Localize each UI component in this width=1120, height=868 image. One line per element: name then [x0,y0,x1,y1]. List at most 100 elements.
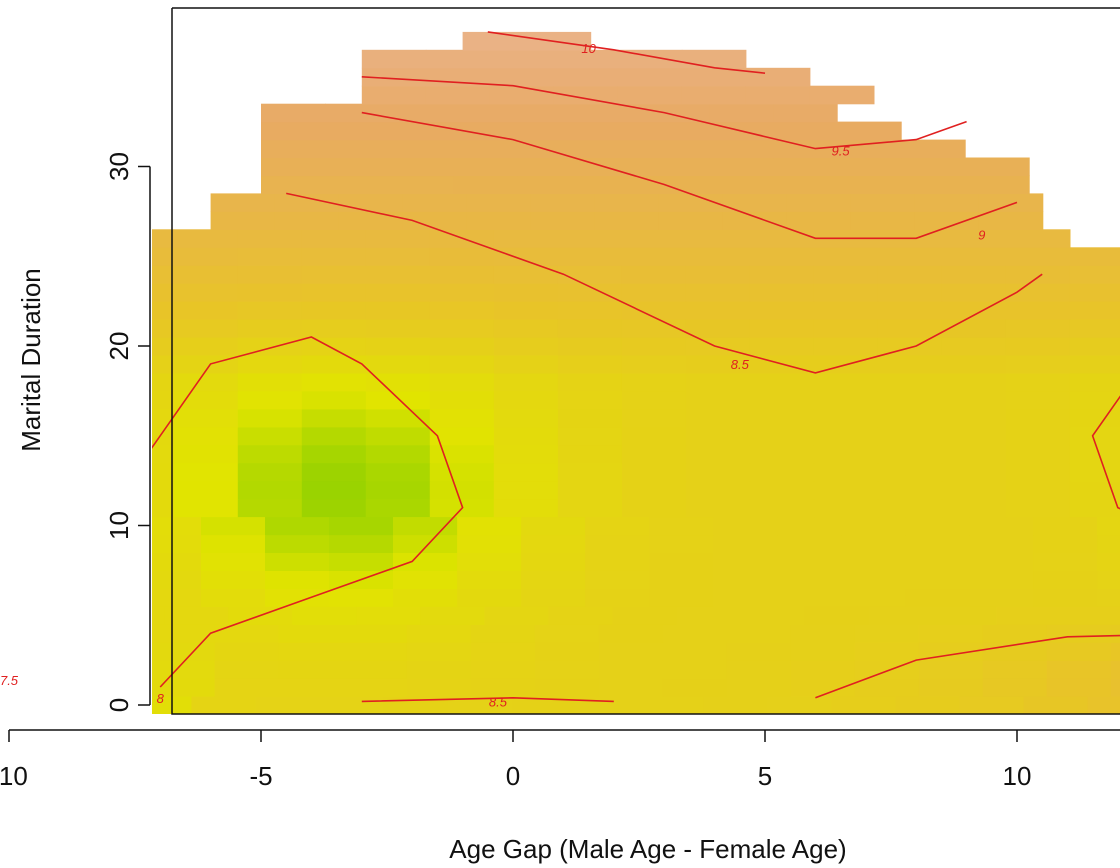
heatmap-cell [777,534,842,553]
heatmap-cell [517,121,582,141]
heatmap-cell [301,408,367,428]
heatmap-cell [901,175,966,194]
heatmap-cell [804,606,869,625]
heatmap-cell [901,139,966,159]
heatmap-cell [877,247,943,266]
heatmap-cell [709,157,774,177]
heatmap-cell [749,319,815,338]
heatmap-cell [265,588,330,607]
heatmap-cell [470,624,536,643]
heatmap-cell [662,678,728,697]
heatmap-cell [685,247,751,266]
heatmap-cell [301,498,367,518]
heatmap-cell [918,642,984,661]
heatmap-cell [941,319,1007,338]
heatmap-cell [534,624,600,643]
contour-label: 8 [157,691,165,706]
heatmap-cell [813,265,879,284]
heatmap-cell [877,355,943,374]
heatmap-cell [557,480,623,500]
heatmap-cell [996,606,1061,625]
heatmap-cell [420,606,485,625]
heatmap-cell [365,462,431,482]
contour-label: 9.5 [832,143,851,158]
x-axis: -10-505101520 [0,729,1120,791]
heatmap-cell [173,355,239,374]
heatmap-cell [1005,301,1071,320]
heatmap-cell [773,139,838,159]
heatmap-cell [749,462,815,482]
heatmap-cell [457,552,522,571]
heatmap-cell [581,175,646,194]
contour-label: 7.5 [0,673,19,688]
heatmap-cell [453,103,518,123]
heatmap-cell [429,355,495,374]
heatmap-cell [237,444,303,464]
heatmap-cell [152,588,202,607]
heatmap-cell [301,444,367,464]
heatmap-cell [786,193,852,212]
heatmap-cell [453,139,518,159]
heatmap-cell [1033,588,1098,607]
heatmap-cell [969,516,1034,536]
heatmap-cell [726,624,792,643]
heatmap-cell [662,660,728,679]
heatmap-cell [841,570,906,589]
heatmap-cell [173,408,239,428]
heatmap-cell [941,372,1007,392]
heatmap-cell [854,678,920,697]
heatmap-cell [301,355,367,374]
contour-label: 9 [978,228,985,243]
heatmap-cell [877,444,943,464]
heatmap-cell [214,678,280,697]
contour-lines [152,31,1120,703]
heatmap-cell [709,175,774,194]
heatmap-cell [612,606,677,625]
heatmap-cell [301,337,367,356]
heatmap-cell [1069,390,1120,410]
heatmap-cell [585,516,650,536]
heatmap-cell [813,337,879,356]
heatmap-cell [429,319,495,338]
heatmap-cell [877,426,943,446]
heatmap-cell [877,372,943,392]
heatmap-cell [521,570,586,589]
contour-line [1091,395,1120,510]
heatmap-cell [429,372,495,392]
heatmap-cell [557,337,623,356]
heatmap-cell [1005,337,1071,356]
heatmap-cell [301,480,367,500]
heatmap-cell [301,283,367,302]
heatmap-cell [319,696,385,714]
heatmap-cell [1005,319,1071,338]
heatmap-cell [325,157,390,177]
heatmap-cell [237,426,303,446]
heatmap-cell [850,193,916,212]
heatmap-cell [237,301,303,320]
heatmap-cell [1005,265,1071,284]
heatmap-cell [237,319,303,338]
heatmap-cell [713,588,778,607]
heatmap-cell [713,570,778,589]
heatmap-cell [685,229,751,248]
heatmap-cell [709,139,774,159]
heatmap-cell [581,103,646,123]
heatmap-cell [173,390,239,410]
heatmap-cell [837,157,902,177]
heatmap-cell [837,139,902,159]
heatmap-cell [877,319,943,338]
heatmap-cell [777,588,842,607]
heatmap-cell [453,157,518,177]
heatmap-cell [201,516,266,536]
heatmap-cell [786,211,852,230]
heatmap-cell [813,462,879,482]
heatmap-cell [685,426,751,446]
heatmap-cell [841,516,906,536]
heatmap-cell [152,678,216,697]
heatmap-cell [585,534,650,553]
heatmap-cell [681,85,747,105]
heatmap-cell [905,552,970,571]
heatmap-cell [557,265,623,284]
heatmap-cell [429,462,495,482]
heatmap-cell [621,444,687,464]
